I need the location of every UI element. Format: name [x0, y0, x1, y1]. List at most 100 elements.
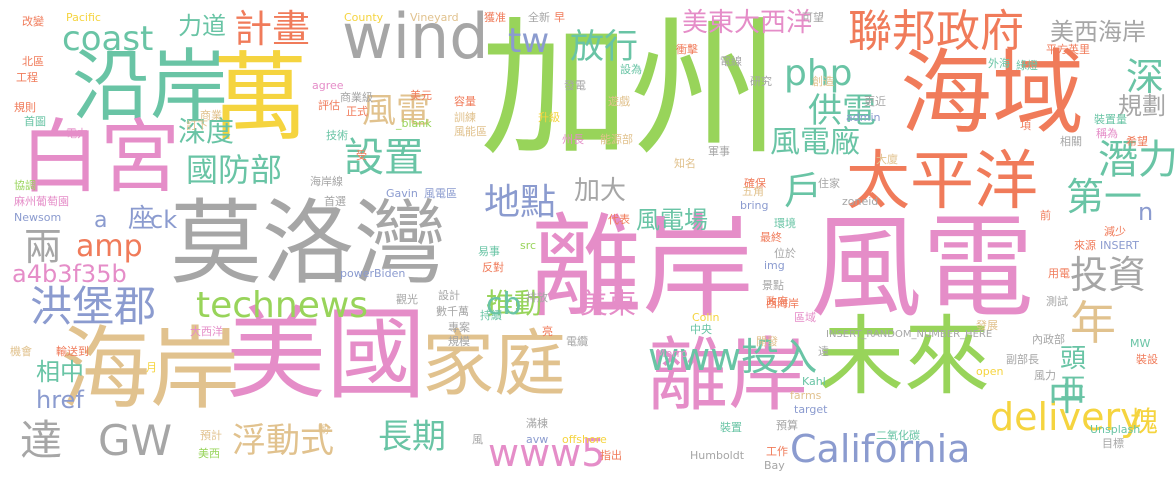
word-cloud-word: 風電區: [424, 187, 457, 200]
word-cloud-word: 達: [20, 416, 63, 465]
word-cloud-word: 數千萬: [436, 305, 469, 318]
word-cloud-word: 風電: [810, 203, 1034, 333]
word-cloud-word: 年: [1070, 296, 1116, 350]
word-cloud-word: 測試: [1046, 295, 1068, 308]
word-cloud-word: 風: [472, 433, 483, 446]
word-cloud-word: 協調: [14, 179, 36, 192]
word-cloud-word: 喲: [318, 423, 329, 436]
word-cloud-word: 五角: [742, 185, 764, 198]
word-cloud-word: 開發: [756, 335, 778, 348]
word-cloud-word: 推動: [486, 287, 543, 320]
word-cloud-word: 莫洛灣: [170, 190, 447, 297]
word-cloud-word: a4b3f35b: [12, 260, 127, 288]
word-cloud-word: 商業: [200, 109, 222, 122]
word-cloud-word: amp: [76, 229, 143, 264]
word-cloud-word: 工程: [16, 71, 38, 84]
word-cloud-word: 深度: [178, 115, 235, 148]
word-cloud-word: 商業級: [340, 91, 373, 104]
word-cloud-word: 裝置: [720, 421, 742, 434]
word-cloud-word: 電纜: [566, 335, 588, 348]
word-cloud-word: 相關: [1060, 135, 1082, 148]
word-cloud-word: 洪堡郡: [30, 282, 157, 331]
word-cloud-word: wind: [342, 0, 489, 73]
word-cloud-word: Humboldt: [690, 449, 745, 462]
word-cloud-word: 大西洋: [190, 325, 223, 338]
word-cloud-word: 早: [554, 11, 565, 24]
word-cloud-word: 供電: [808, 91, 876, 131]
word-cloud-word: 規則: [14, 101, 36, 114]
word-cloud-word: 聯邦政府: [848, 6, 1024, 57]
word-cloud-word: 電力: [66, 127, 88, 140]
word-cloud-word: Pacific: [66, 11, 101, 24]
word-cloud-word: 工作: [766, 445, 788, 458]
word-cloud-word: 風電: [362, 91, 430, 131]
word-cloud-word: php: [784, 53, 853, 94]
word-cloud-word: 排放: [526, 291, 548, 304]
word-cloud-word: 稱為: [1096, 127, 1118, 140]
word-cloud-word: 頭: [1060, 344, 1087, 374]
word-cloud-word: 美元: [410, 89, 432, 102]
word-cloud-word: 海岸: [60, 317, 240, 422]
word-cloud-word: open: [976, 365, 1004, 378]
word-cloud-word: zoneid: [842, 195, 879, 208]
word-cloud-word: 正: [1060, 374, 1087, 404]
word-cloud-word: 軍事: [708, 145, 730, 158]
word-cloud-word: 座: [128, 204, 155, 234]
word-cloud-word: _blank: [396, 117, 432, 130]
word-cloud-word: 風電廠: [770, 125, 860, 160]
word-cloud-word: 放行: [570, 27, 638, 67]
word-cloud-word: 裝設: [1136, 353, 1158, 366]
word-cloud-word: 西海岸: [766, 297, 799, 310]
word-cloud-word: 確保: [744, 177, 766, 190]
word-cloud-word: 前: [1040, 209, 1051, 222]
word-cloud-word: 易事: [478, 245, 500, 258]
word-cloud-word: 機會: [10, 345, 32, 358]
word-cloud-word: 平方英里: [1046, 43, 1090, 56]
word-cloud-word: 力道: [178, 12, 226, 40]
word-cloud-word: 月: [146, 361, 157, 374]
word-cloud-word: 美國: [226, 296, 426, 413]
word-cloud-word: 最終: [760, 231, 782, 244]
word-cloud-word: 內政部: [1032, 333, 1065, 346]
word-cloud-word: Colin: [692, 311, 720, 324]
word-cloud-word: 家庭: [422, 322, 567, 406]
word-cloud-word: INSERT_RANDOM_NUMBER_HERE: [826, 329, 993, 340]
word-cloud-word: www5: [488, 431, 606, 475]
word-cloud-word: 觀光: [396, 293, 418, 306]
word-cloud-word: 創造: [812, 75, 834, 88]
word-cloud-word: 更近: [864, 95, 886, 108]
word-cloud-word: href: [36, 386, 84, 414]
word-cloud-word: 反對: [482, 261, 504, 274]
word-cloud-word: 減少: [1104, 225, 1126, 238]
word-cloud-word: 中: [1048, 375, 1087, 419]
word-cloud-word: 規劃: [1118, 92, 1166, 120]
word-cloud-word: 滿棟: [526, 417, 548, 430]
word-cloud-word: 海域: [900, 40, 1085, 147]
word-cloud-word: 風電場: [636, 206, 708, 234]
word-cloud-word: a: [94, 208, 108, 233]
word-cloud-word: 全新: [528, 11, 550, 24]
word-cloud-word: 加大: [574, 176, 627, 206]
word-cloud-word: 升級: [538, 111, 560, 124]
word-cloud-word: 加州: [480, 3, 781, 177]
word-cloud-word: 正式: [346, 105, 368, 118]
word-cloud-word: bring: [740, 199, 769, 212]
word-cloud-word: MW: [1130, 337, 1151, 350]
word-cloud-word: 二氧化碳: [876, 429, 920, 442]
word-cloud-word: INSERT: [1100, 239, 1139, 252]
word-cloud-word: avw: [526, 433, 549, 446]
word-cloud-word: 國防部: [186, 151, 283, 189]
word-cloud-word: 電線: [720, 55, 742, 68]
word-cloud-word: Morro: [656, 347, 688, 360]
word-cloud-word: 訂下: [186, 119, 208, 132]
word-cloud-word: 目標: [1102, 437, 1124, 450]
word-cloud-word: 計畫: [234, 7, 311, 51]
word-cloud-word: 白宮: [20, 111, 180, 204]
word-cloud-word: 可望: [802, 11, 824, 24]
word-cloud-word: 浮動式: [232, 421, 334, 461]
word-cloud-word: 輸送到: [56, 345, 89, 358]
word-cloud-word: 遊戲: [608, 95, 630, 108]
word-cloud-word: 預計: [200, 429, 222, 442]
word-cloud-word: County: [344, 11, 384, 24]
word-cloud-word: 沿岸: [72, 42, 229, 132]
